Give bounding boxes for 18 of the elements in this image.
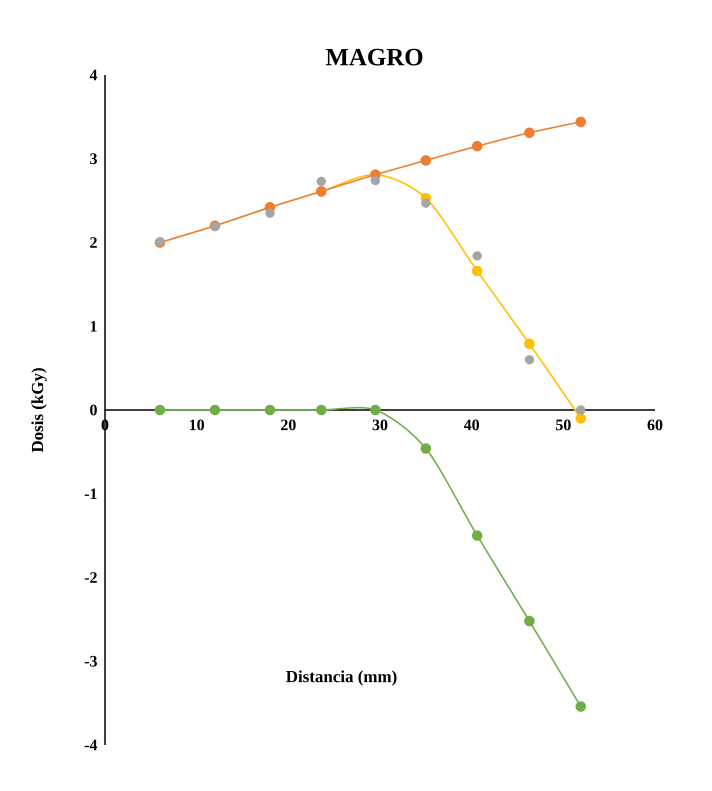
x-tick-label: 40 [464, 420, 480, 430]
y-tick-label: -2 [84, 572, 97, 583]
y-tick-label: 1 [90, 320, 97, 332]
y-tick-label: 2 [90, 237, 97, 248]
x-tick-label: 20 [281, 420, 296, 430]
x-tick-label: 60 [648, 420, 662, 430]
x-tick-label: 50 [556, 420, 571, 430]
y-tick-label: -1 [84, 488, 97, 500]
y-axis-title: Dosis (kGy) [31, 368, 47, 452]
y-tick-label: -4 [84, 740, 98, 750]
chart-title: MAGRO [326, 48, 422, 66]
y-tick-label: 3 [90, 153, 97, 164]
y-tick-label: -3 [84, 656, 97, 667]
y-tick-label: 4 [90, 70, 98, 80]
x-tick-label: 10 [190, 420, 204, 430]
x-axis-title: Distancia (mm) [286, 670, 396, 686]
y-tick-label: 0 [90, 404, 97, 416]
x-tick-label: 30 [372, 420, 388, 430]
